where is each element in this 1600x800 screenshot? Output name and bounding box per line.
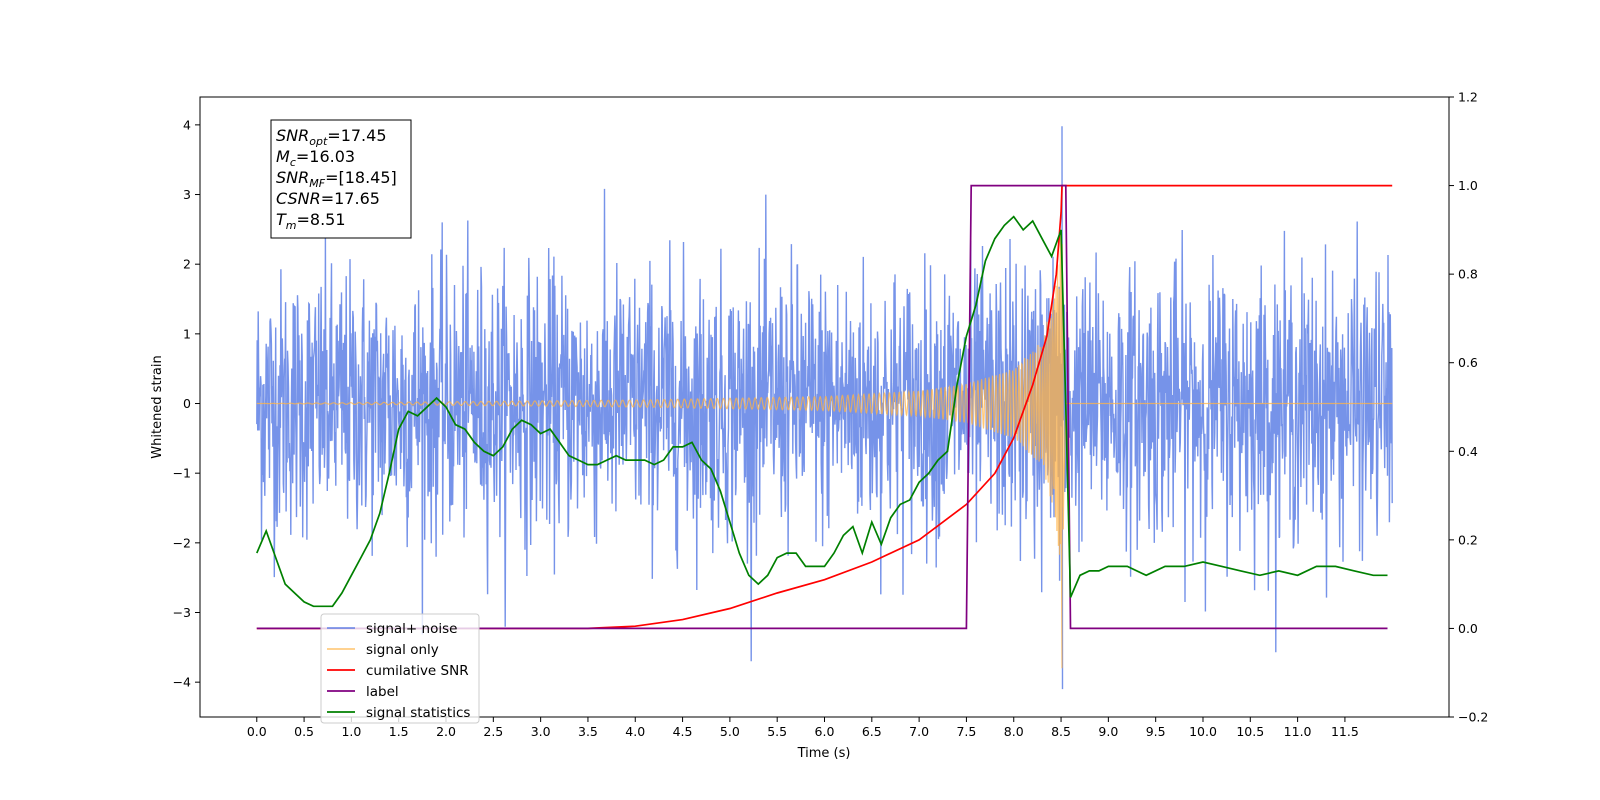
x-axis-label: Time (s) [797,746,851,761]
x-tick-label: 7.5 [956,724,976,739]
annotation-line: SNRMF=[18.45] [276,168,397,190]
x-tick-label: 6.5 [862,724,882,739]
legend-item-signal-noise: signal+ noise [327,621,457,637]
legend-label: signal+ noise [366,621,457,637]
annotation-line: CSNR=17.65 [276,189,380,208]
x-tick-label: 10.0 [1189,724,1217,739]
legend-item-signal-statistics: signal statistics [327,705,470,721]
x-tick-label: 4.5 [673,724,693,739]
series-signal-statistics [256,215,1388,608]
series-cumilative-snr [256,184,1393,630]
y-tick-label: 3 [183,187,191,202]
y2-tick-label: 0.8 [1458,267,1478,282]
series-label [256,184,1388,630]
x-tick-label: 3.5 [578,724,598,739]
x-tick-label: 2.0 [436,724,456,739]
legend-item-cumilative-snr: cumilative SNR [327,663,469,679]
x-tick-label: 5.5 [767,724,787,739]
y-tick-label: −3 [173,605,191,620]
y2-tick-label: 1.0 [1458,178,1478,193]
x-tick-label: 2.5 [483,724,503,739]
y2-tick-label: 0.4 [1458,444,1478,459]
legend-label: signal statistics [366,705,470,721]
annotation-line: Mc=16.03 [276,147,355,169]
legend-label: signal only [366,642,439,658]
legend-item-label: label [327,684,399,700]
legend-item-signal-only: signal only [327,642,439,658]
x-tick-label: 8.5 [1051,724,1071,739]
y2-tick-label: 0.2 [1458,532,1478,547]
x-tick-label: 6.0 [815,724,835,739]
annotation-line: Tm=8.51 [276,210,346,232]
legend-label: cumilative SNR [366,663,469,679]
x-tick-label: 10.5 [1236,724,1264,739]
y2-tick-label: 0.0 [1458,621,1478,636]
y-tick-label: 2 [183,257,191,272]
y-tick-label: −4 [173,675,191,690]
y-axis-label: Whitened strain [150,355,165,458]
y-tick-label: 0 [183,396,191,411]
x-tick-label: 1.5 [389,724,409,739]
y2-tick-label: −0.2 [1458,710,1488,725]
annotation-line: SNRopt=17.45 [276,126,387,148]
x-tick-label: 7.0 [909,724,929,739]
series-layer [256,126,1393,690]
x-tick-label: 3.0 [531,724,551,739]
y-tick-label: 4 [183,117,191,132]
x-tick-label: 11.0 [1284,724,1312,739]
y-axis-right: −0.2 0.0 0.2 0.4 0.6 0.8 1.0 1.2 [1449,90,1488,725]
x-axis: 0.0 0.5 1.0 1.5 2.0 2.5 3.0 3.5 4.0 4.5 5.0 5.5 6.0 6… [247,717,1359,739]
x-tick-label: 11.5 [1331,724,1359,739]
x-tick-label: 5.0 [720,724,740,739]
y2-tick-label: 0.6 [1458,355,1478,370]
y-tick-label: 1 [183,326,191,341]
x-tick-label: 0.0 [247,724,267,739]
x-tick-label: 0.5 [294,724,314,739]
y2-tick-label: 1.2 [1458,90,1478,105]
x-tick-label: 4.0 [625,724,645,739]
y-tick-label: −1 [173,466,191,481]
parameter-annotation-box: SNRopt=17.45Mc=16.03SNRMF=[18.45]CSNR=17… [270,119,412,239]
legend: signal+ noise signal only cumilative SNR la… [320,613,480,724]
y-tick-label: −2 [173,535,191,550]
legend-label: label [366,684,399,700]
x-tick-label: 8.0 [1004,724,1024,739]
x-tick-label: 1.0 [341,724,361,739]
y-axis-left: −4 −3 −2 −1 0 1 2 3 4 [173,117,200,690]
series-signal-only [256,231,1393,669]
x-tick-label: 9.0 [1098,724,1118,739]
x-tick-label: 9.5 [1146,724,1166,739]
